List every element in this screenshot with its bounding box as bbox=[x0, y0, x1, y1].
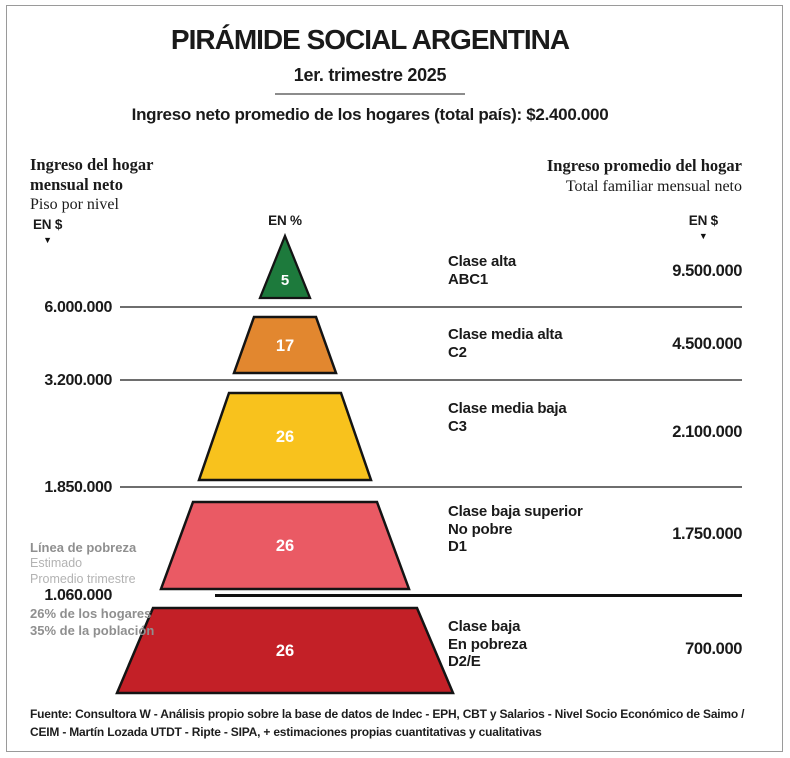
class-label: Clase baja En pobreza D2/E bbox=[448, 618, 527, 671]
class-subtitle: En pobreza bbox=[448, 635, 527, 653]
left-axis-unit: EN $ bbox=[33, 217, 63, 232]
population-share: 35% de la población bbox=[30, 623, 155, 638]
left-axis-subtitle: Piso por nivel bbox=[30, 196, 119, 213]
pyramid-segment-clase-alta bbox=[258, 232, 312, 300]
left-axis-header: Ingreso del hogar mensual neto Piso por … bbox=[30, 155, 153, 248]
left-axis-unit-block: EN $ ▼ bbox=[33, 217, 62, 245]
class-income: 700.000 bbox=[685, 640, 742, 658]
class-label: Clase baja superior No pobre D1 bbox=[448, 503, 583, 556]
right-axis-header: Ingreso promedio del hogar Total familia… bbox=[547, 155, 742, 244]
households-share: 26% de los hogares bbox=[30, 606, 152, 621]
source-note: Fuente: Consultora W - Análisis propio s… bbox=[30, 706, 745, 741]
source-line-2: CEIM - Martín Lozada UTDT - Ripte - SIPA… bbox=[30, 724, 542, 739]
divider-level-3 bbox=[120, 486, 742, 488]
class-label: Clase alta ABC1 bbox=[448, 253, 516, 288]
right-axis-title: Ingreso promedio del hogar bbox=[546, 156, 742, 175]
page-title: PIRÁMIDE SOCIAL ARGENTINA bbox=[170, 24, 570, 55]
class-name: Clase media baja bbox=[448, 400, 567, 417]
average-income-note: Ingreso neto promedio de los hogares (to… bbox=[131, 105, 609, 124]
class-segment: D2/E bbox=[448, 653, 481, 670]
class-segment: C2 bbox=[448, 343, 467, 361]
subtitle: 1er. trimestre 2025 bbox=[293, 65, 447, 85]
class-income: 9.500.000 bbox=[672, 262, 742, 280]
left-axis-title-line2: mensual neto bbox=[30, 175, 124, 194]
floor-value: 1.060.000 bbox=[44, 587, 112, 604]
class-segment: C3 bbox=[448, 417, 467, 435]
right-axis-unit-block: EN $ ▼ bbox=[689, 213, 718, 241]
class-name: Clase baja superior bbox=[448, 503, 583, 520]
poverty-line-sub2: Promedio trimestre bbox=[30, 571, 136, 586]
class-name: Clase alta bbox=[448, 253, 517, 270]
divider-poverty-line bbox=[215, 594, 742, 597]
divider-level-1 bbox=[120, 306, 742, 308]
left-axis-title-line1: Ingreso del hogar bbox=[30, 155, 154, 174]
pyramid-segment-clase-media-alta bbox=[232, 315, 338, 375]
divider-level-2 bbox=[120, 379, 742, 381]
class-segment: D1 bbox=[448, 538, 467, 555]
floor-value: 1.850.000 bbox=[44, 479, 112, 496]
class-name: Clase baja bbox=[448, 618, 521, 635]
class-income: 1.750.000 bbox=[672, 525, 742, 543]
center-axis-header: EN % bbox=[259, 213, 311, 228]
segment-percent-label: 17 bbox=[275, 337, 295, 355]
poverty-line-note: Línea de pobreza Estimado Promedio trime… bbox=[30, 540, 136, 587]
floor-value: 3.200.000 bbox=[44, 372, 112, 389]
segment-percent-label: 26 bbox=[275, 642, 295, 660]
poverty-line-sub1: Estimado bbox=[30, 556, 83, 570]
class-label: Clase media baja C3 bbox=[448, 400, 567, 435]
class-label: Clase media alta C2 bbox=[448, 326, 563, 361]
pyramid-segment-clase-baja-superior bbox=[159, 500, 411, 591]
segment-percent-label: 26 bbox=[275, 428, 295, 446]
pyramid-segment-clase-media-baja bbox=[197, 391, 373, 482]
poverty-line-title: Línea de pobreza bbox=[30, 540, 137, 555]
pyramid-segment-clase-baja bbox=[115, 606, 455, 695]
down-arrow-icon: ▼ bbox=[43, 235, 53, 245]
center-axis-unit: EN % bbox=[268, 213, 302, 228]
source-line-1: Fuente: Consultora W - Análisis propio s… bbox=[30, 707, 745, 721]
floor-value: 6.000.000 bbox=[44, 299, 112, 316]
header: PIRÁMIDE SOCIAL ARGENTINA 1er. trimestre… bbox=[0, 24, 740, 125]
segment-percent-label: 5 bbox=[280, 272, 290, 289]
segment-percent-label: 26 bbox=[275, 537, 295, 555]
class-income: 4.500.000 bbox=[672, 335, 742, 353]
class-subtitle: No pobre bbox=[448, 520, 513, 538]
right-axis-subtitle: Total familiar mensual neto bbox=[565, 178, 742, 195]
subtitle-rule bbox=[275, 93, 465, 95]
down-arrow-icon: ▼ bbox=[698, 231, 708, 241]
bottom-share-note: 26% de los hogares 35% de la población bbox=[30, 605, 154, 639]
class-segment: ABC1 bbox=[448, 270, 489, 288]
class-name: Clase media alta bbox=[448, 326, 563, 343]
class-income: 2.100.000 bbox=[672, 423, 742, 441]
right-axis-unit: EN $ bbox=[688, 213, 718, 228]
